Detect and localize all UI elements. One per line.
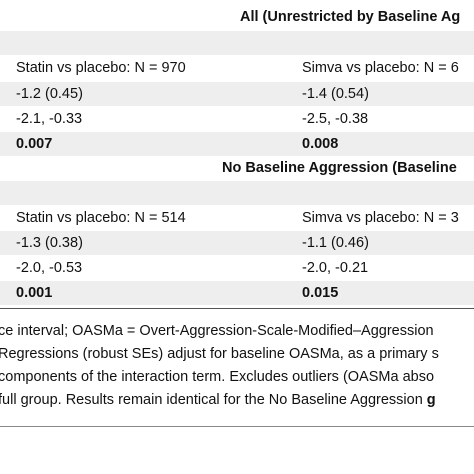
section1-statin-label: Statin vs placebo: N = 970: [16, 60, 186, 76]
section1-label-row: Statin vs placebo: N = 970 Simva vs plac…: [0, 56, 474, 80]
footnote-line-1: ce interval; OASMa = Overt-Aggression-Sc…: [0, 323, 434, 339]
section2-statin-label: Statin vs placebo: N = 514: [16, 210, 186, 226]
section1-estimate-row: -1.2 (0.45) -1.4 (0.54): [0, 82, 474, 106]
footnote-line-4-text: full group. Results remain identical for…: [0, 392, 427, 408]
section2-statin-estimate: -1.3 (0.38): [16, 235, 83, 251]
section1-simva-ci: -2.5, -0.38: [302, 111, 369, 127]
section2-statin-ci: -2.0, -0.53: [16, 260, 83, 276]
section2-statin-p: 0.001: [16, 285, 53, 301]
section1-p-row: 0.007 0.008: [0, 132, 474, 156]
section1-spacer-row: [0, 31, 474, 55]
section1-statin-p: 0.007: [16, 136, 53, 152]
section2-header: No Baseline Aggression (Baseline: [222, 160, 457, 176]
footnote-line-2: Regressions (robust SEs) adjust for base…: [0, 346, 439, 362]
table-bottom-rule: [0, 308, 474, 309]
footnote-line-4: full group. Results remain identical for…: [0, 391, 436, 409]
section2-simva-p: 0.015: [302, 285, 339, 301]
section2-p-row: 0.001 0.015: [0, 281, 474, 305]
section1-simva-p: 0.008: [302, 136, 339, 152]
section1-statin-ci: -2.1, -0.33: [16, 111, 83, 127]
footnote-line-4-bold: g: [426, 392, 436, 408]
section2-simva-label: Simva vs placebo: N = 3: [302, 210, 459, 226]
section1-simva-estimate: -1.4 (0.54): [302, 86, 369, 102]
section1-header: All (Unrestricted by Baseline Ag: [240, 9, 461, 25]
section2-simva-estimate: -1.1 (0.46): [302, 235, 369, 251]
section2-simva-ci: -2.0, -0.21: [302, 260, 369, 276]
section2-label-row: Statin vs placebo: N = 514 Simva vs plac…: [0, 206, 474, 230]
footnote-line-3: components of the interaction term. Excl…: [0, 369, 435, 385]
section1-simva-label: Simva vs placebo: N = 6: [302, 60, 459, 76]
section2-spacer-row: [0, 181, 474, 205]
section2-estimate-row: -1.3 (0.38) -1.1 (0.46): [0, 231, 474, 255]
footnote-bottom-rule: [0, 426, 474, 427]
section1-ci-row: -2.1, -0.33 -2.5, -0.38: [0, 107, 474, 131]
section2-ci-row: -2.0, -0.53 -2.0, -0.21: [0, 256, 474, 280]
section1-statin-estimate: -1.2 (0.45): [16, 86, 83, 102]
